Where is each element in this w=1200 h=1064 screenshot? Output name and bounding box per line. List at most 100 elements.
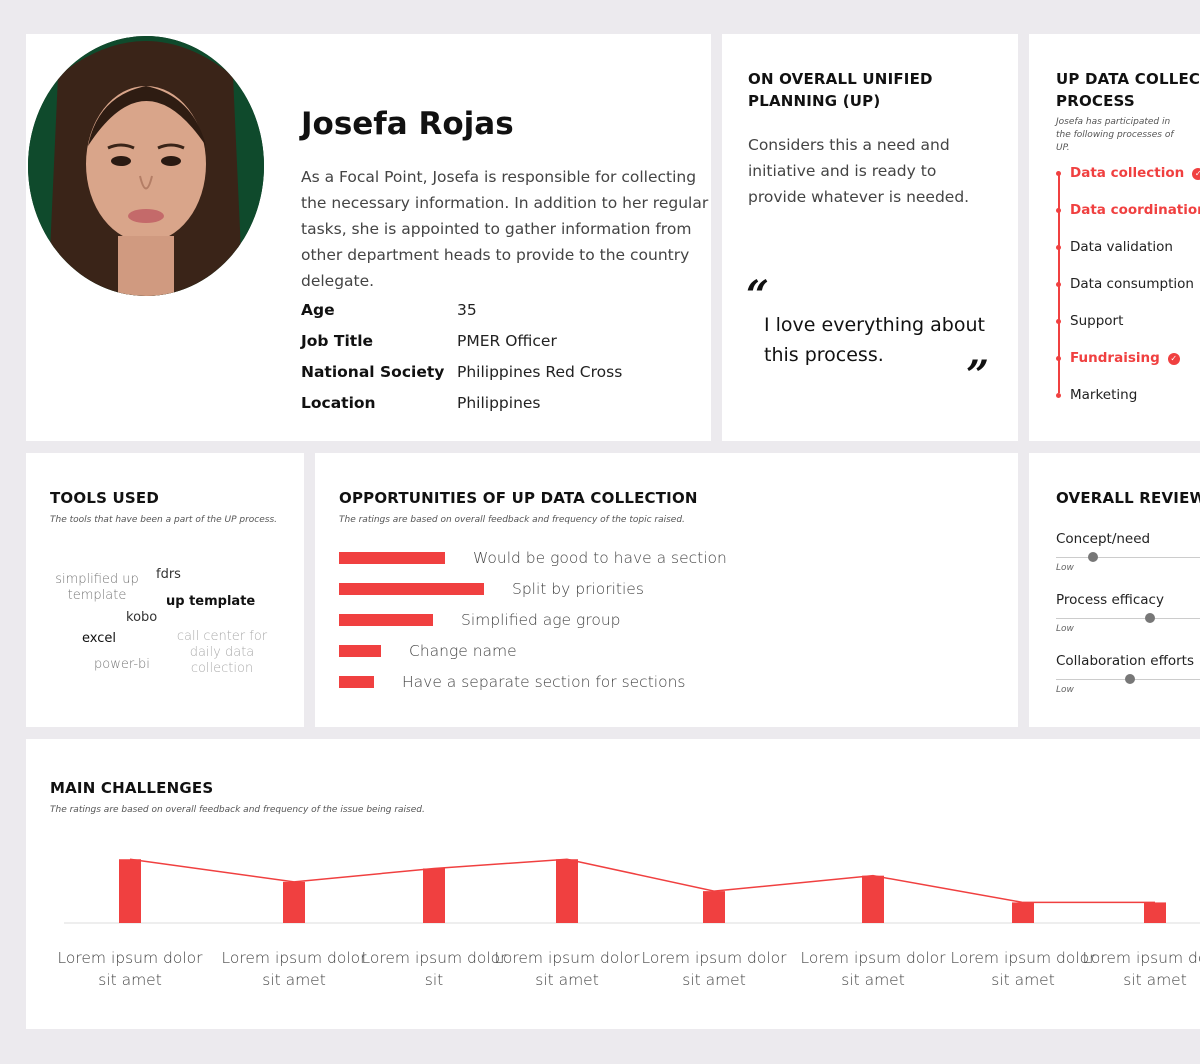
review-track	[1056, 613, 1200, 623]
tools-card: TOOLS USED The tools that have been a pa…	[26, 453, 304, 727]
fact-row-national-society: National Society Philippines Red Cross	[301, 356, 622, 387]
challenge-x-label: Lorem ipsum dolor sit amet	[221, 949, 367, 989]
avatar-photo	[28, 36, 264, 296]
review-item: Collaboration efforts Low	[1056, 653, 1200, 695]
review-low-label: Low	[1056, 624, 1074, 634]
review-title: OVERALL REVIEW	[1056, 489, 1200, 507]
close-quote-icon: ”	[966, 352, 990, 399]
challenges-subtitle: The ratings are based on overall feedbac…	[50, 805, 425, 815]
opportunities-subtitle: The ratings are based on overall feedbac…	[339, 515, 685, 525]
process-step-marketing: Marketing	[1056, 387, 1200, 424]
challenges-card: MAIN CHALLENGES The ratings are based on…	[26, 739, 1200, 1029]
step-label: Data collection	[1070, 165, 1185, 181]
overall-up-title: ON OVERALL UNIFIED PLANNING (UP)	[748, 70, 933, 110]
tool-up-template: up template	[166, 594, 256, 609]
review-label: Process efficacy	[1056, 592, 1164, 608]
persona-quote: I love everything about this process.	[764, 314, 985, 366]
overall-up-card: ON OVERALL UNIFIED PLANNING (UP) Conside…	[722, 34, 1018, 441]
challenge-x-label: Lorem ipsum dolor sit amet	[800, 949, 946, 989]
challenge-bar	[862, 875, 884, 923]
process-step-fundraising: Fundraising ✓	[1056, 350, 1200, 387]
process-title: UP DATA COLLECTION PROCESS	[1056, 70, 1200, 110]
fact-key: National Society	[301, 362, 445, 381]
review-card: OVERALL REVIEW Concept/need Low Process ef…	[1029, 453, 1200, 727]
process-step-data-validation: Data validation	[1056, 239, 1200, 276]
challenge-bar	[703, 891, 725, 923]
step-label: Marketing	[1070, 387, 1138, 403]
tool-excel: excel	[82, 631, 116, 646]
fact-value: Philippines Red Cross	[457, 362, 623, 381]
process-step-data-consumption: Data consumption	[1056, 276, 1200, 313]
opportunity-row: Simplified age group	[339, 611, 621, 629]
opportunity-label: Would be good to have a section	[473, 549, 727, 567]
review-label: Concept/need	[1056, 531, 1151, 547]
review-knob	[1145, 613, 1156, 623]
open-quote-icon: “	[746, 272, 770, 319]
opportunity-bar	[339, 583, 484, 595]
step-label: Data validation	[1070, 239, 1173, 255]
fact-key: Age	[301, 300, 335, 319]
review-label: Collaboration efforts	[1056, 653, 1195, 669]
opportunity-label: Split by priorities	[512, 580, 644, 598]
check-icon: ✓	[1192, 168, 1200, 180]
opportunity-bar	[339, 645, 381, 657]
challenge-bar	[1012, 902, 1034, 923]
opportunities-title: OPPORTUNITIES OF UP DATA COLLECTION	[339, 489, 698, 507]
tool-simplified-up-template: simplified up template	[55, 572, 139, 603]
process-step-data-collection: Data collection ✓	[1056, 165, 1200, 202]
challenge-x-label: Lorem ipsum dolor sit	[361, 949, 507, 989]
overall-up-description: Considers this a need and initiative and…	[748, 136, 970, 206]
opportunity-row: Change name	[339, 642, 517, 660]
challenge-x-label: Lorem ipsum dolor sit amet	[950, 949, 1096, 989]
challenge-x-label: Lorem ipsum dolor sit amet	[57, 949, 203, 989]
fact-row-age: Age 35	[301, 294, 622, 325]
process-step-support: Support	[1056, 313, 1200, 350]
challenge-bar	[556, 859, 578, 923]
challenge-trend-line	[129, 858, 1155, 904]
fact-value: Philippines	[457, 393, 541, 412]
fact-row-job-title: Job Title PMER Officer	[301, 325, 622, 356]
tool-kobo: kobo	[126, 610, 158, 625]
opportunities-card: OPPORTUNITIES OF UP DATA COLLECTION The …	[315, 453, 1018, 727]
opportunity-label: Simplified age group	[461, 611, 621, 629]
persona-name: Josefa Rojas	[301, 106, 514, 142]
review-low-label: Low	[1056, 685, 1074, 695]
challenge-bar	[283, 881, 305, 923]
opportunity-row: Have a separate section for sections	[339, 673, 686, 691]
check-icon: ✓	[1167, 353, 1180, 365]
step-label: Fundraising	[1070, 350, 1160, 366]
persona-bio: As a Focal Point, Josefa is responsible …	[301, 168, 709, 290]
tools-subtitle: The tools that have been a part of the U…	[50, 515, 278, 525]
avatar	[28, 36, 264, 296]
fact-value: PMER Officer	[457, 331, 557, 350]
process-card: UP DATA COLLECTION PROCESS Josefa has pa…	[1029, 34, 1200, 441]
profile-card: Josefa Rojas As a Focal Point, Josefa is…	[26, 34, 711, 441]
opportunity-row: Would be good to have a section	[339, 549, 727, 567]
tool-power-bi: power-bi	[94, 657, 150, 672]
challenges-chart	[64, 858, 1200, 924]
tool-fdrs: fdrs	[156, 567, 181, 582]
opportunity-bar	[339, 676, 374, 688]
review-track	[1056, 552, 1200, 562]
fact-key: Location	[301, 393, 376, 412]
challenges-title: MAIN CHALLENGES	[50, 779, 214, 797]
challenge-x-label: Lorem ipsum dolor sit amet	[494, 949, 640, 989]
step-label: Support	[1070, 313, 1124, 329]
review-item: Process efficacy Low	[1056, 592, 1200, 634]
opportunity-row: Split by priorities	[339, 580, 644, 598]
persona-facts: Age 35 Job Title PMER Officer National S…	[301, 294, 622, 418]
opportunity-bar	[339, 614, 433, 626]
opportunity-bar	[339, 552, 445, 564]
challenge-x-label: Lorem ipsum dolor sit amet	[641, 949, 787, 989]
opportunity-label: Change name	[409, 642, 517, 660]
opportunity-label: Have a separate section for sections	[402, 673, 686, 691]
tool-call-center: call center for daily data collection	[176, 629, 268, 676]
step-label: Data coordination	[1070, 202, 1200, 218]
review-knob	[1124, 674, 1135, 684]
fact-value: 35	[457, 300, 477, 319]
challenge-bar	[1144, 902, 1166, 923]
review-knob	[1087, 552, 1098, 562]
step-label: Data consumption	[1070, 276, 1194, 292]
review-item: Concept/need Low	[1056, 531, 1200, 573]
challenge-bar	[423, 868, 445, 923]
